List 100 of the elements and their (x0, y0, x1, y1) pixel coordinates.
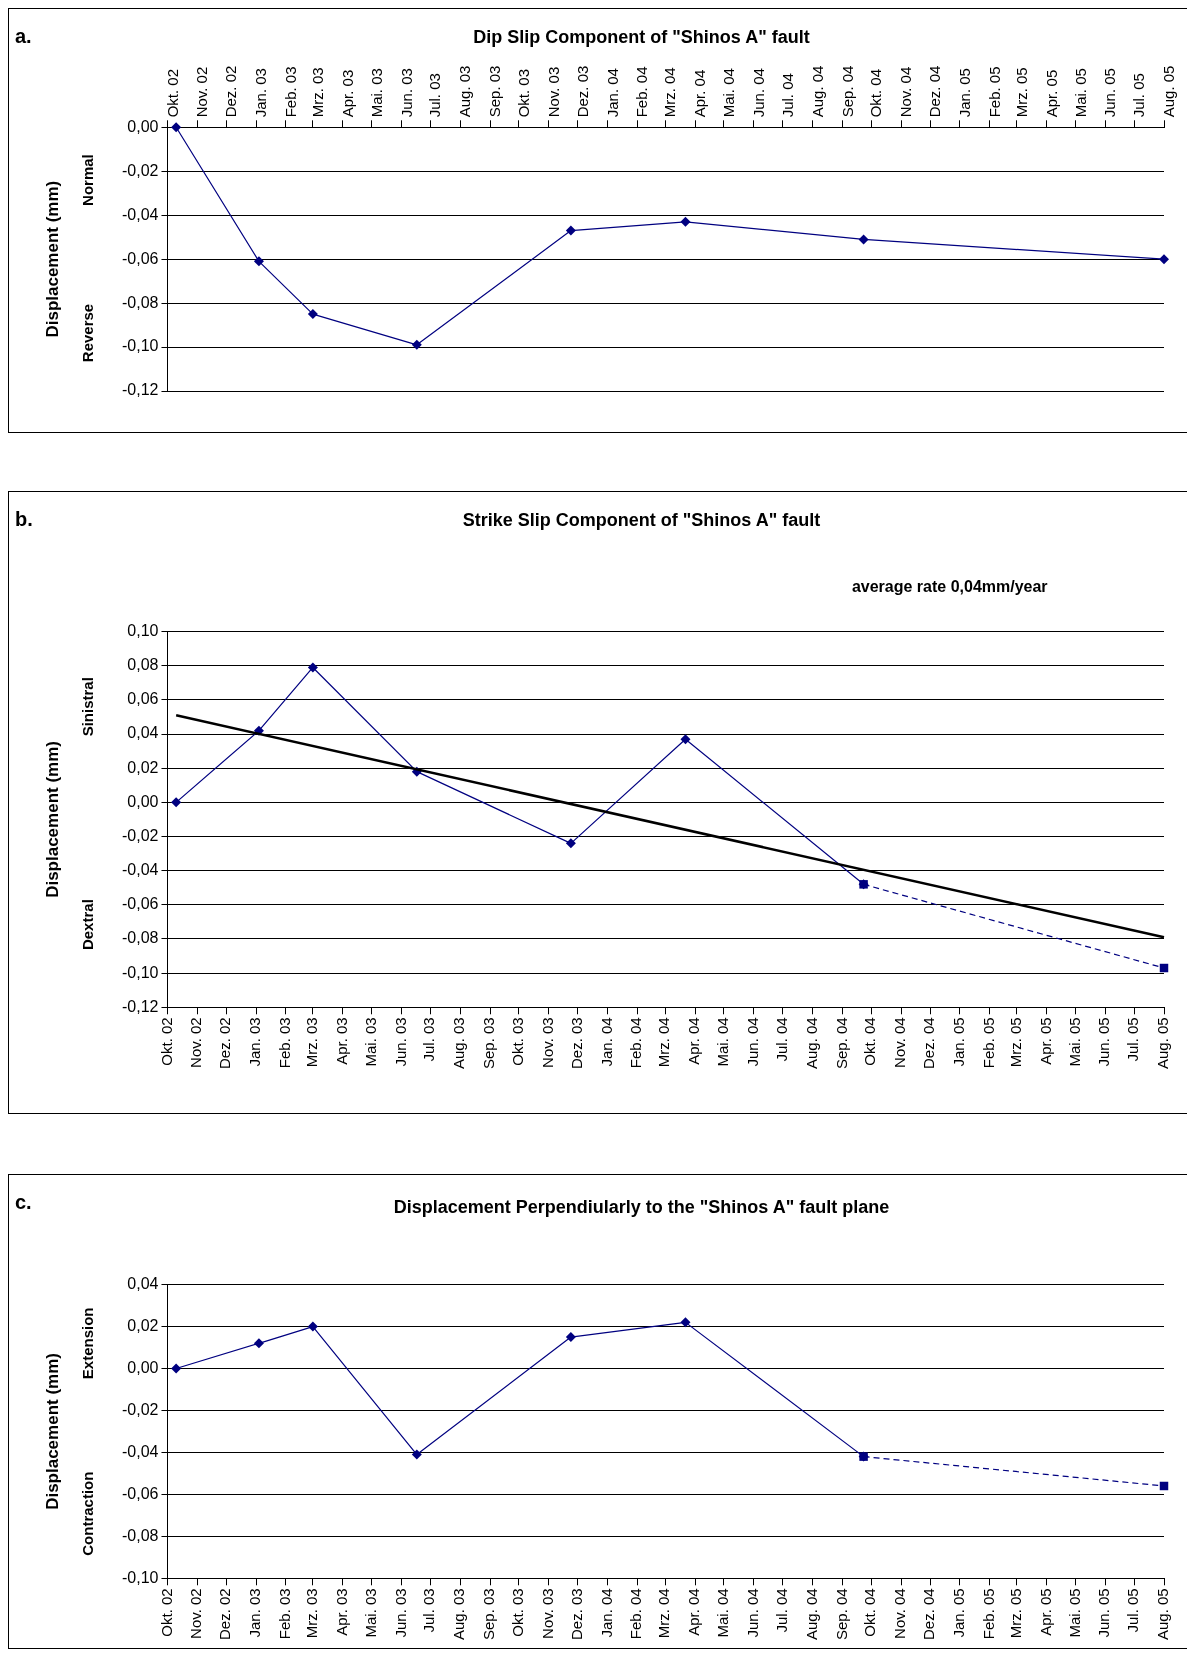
x-tick-label: Nov. 02 (193, 66, 211, 118)
text: Reverse (79, 303, 97, 363)
x-tick-label: Mrz. 03 (303, 1017, 320, 1068)
point (680, 734, 691, 745)
point (253, 256, 264, 267)
y-tick-label: -0,06 (122, 895, 159, 913)
x-tick-label: Jun. 03 (391, 1588, 409, 1638)
x-tick-label: Jul. 04 (772, 1017, 790, 1062)
x-tick-label: Aug. 05 (1154, 1017, 1172, 1070)
x-tick-label: Dez. 03 (567, 1017, 585, 1069)
y-tick-label: 0,04 (127, 724, 159, 742)
y-tick-label: -0,02 (122, 826, 159, 844)
x-tick-label: Dez. 04 (920, 1017, 938, 1069)
x-tick-label: Jul. 05 (1130, 73, 1148, 118)
x-tick-label: Mai. 03 (361, 1017, 379, 1067)
y-tick-label: -0,08 (122, 293, 159, 311)
y-tick-label: 0,00 (127, 1358, 159, 1376)
x-tick-label: Okt. 03 (515, 68, 533, 118)
y-tick-label: -0,10 (122, 963, 159, 981)
x-tick-label: Jun. 04 (749, 68, 767, 118)
x-tick-label: Mai. 03 (361, 1588, 379, 1638)
x-tick-label: Jun. 05 (1095, 1017, 1113, 1067)
x-tick-label: Apr. 04 (685, 1588, 703, 1636)
x-tick-label: Jun. 05 (1095, 1588, 1113, 1638)
text: Contraction (79, 1471, 97, 1556)
y-tick-label: -0,04 (122, 205, 159, 223)
text: average rate 0,04mm/year (851, 578, 1048, 596)
y-tick-label: -0,10 (122, 337, 159, 355)
x-tick-label: Feb. 05 (985, 66, 1003, 118)
chart-title: Dip Slip Component of "Shinos A" fault (473, 26, 810, 47)
text: a. (15, 24, 32, 47)
y-tick-label: 0,08 (127, 656, 159, 674)
y-tick-label: -0,08 (122, 1526, 159, 1544)
x-tick-label: Jul. 03 (420, 1588, 438, 1633)
x-tick-label: Sep. 04 (832, 1017, 850, 1070)
x-tick-label: Mai. 04 (714, 1588, 732, 1638)
x-tick-label: Aug. 04 (802, 1017, 820, 1070)
x-tick-label: Feb. 04 (633, 66, 651, 118)
y-tick-label: 0,00 (127, 117, 159, 135)
x-tick-label: Jun. 03 (397, 68, 415, 118)
point (253, 1338, 264, 1349)
x-tick-label: Aug. 05 (1154, 1588, 1172, 1641)
text: Normal (79, 154, 97, 206)
y-axis-title: Displacement (mm) (42, 741, 62, 898)
y-tick-label: 0,00 (127, 792, 159, 810)
text: Extension (79, 1307, 97, 1380)
x-tick-label: Mrz. 04 (655, 1588, 673, 1639)
x-tick-label: Okt. 02 (157, 1017, 175, 1066)
x-tick-label: Nov. 03 (544, 66, 562, 118)
x-tick-label: Jan. 03 (252, 68, 270, 118)
y-tick-label: -0,12 (122, 997, 159, 1015)
x-tick-label: Apr. 05 (1036, 1017, 1054, 1065)
y-tick-label: 0,10 (127, 622, 159, 640)
point (307, 309, 318, 320)
x-tick-label: Sep. 03 (480, 1588, 498, 1641)
x-tick-label: Nov. 03 (538, 1588, 556, 1639)
point (171, 122, 182, 133)
x-tick-label: Apr. 03 (332, 1588, 350, 1636)
x-tick-label: Okt. 03 (509, 1017, 527, 1066)
x-tick-label: Sep. 04 (838, 65, 856, 118)
point (307, 662, 318, 673)
x-tick-label: Mrz. 04 (661, 67, 679, 118)
x-tick-label: Jan. 03 (246, 1588, 264, 1638)
x-tick-label: Sep. 03 (486, 65, 504, 118)
x-tick-label: Nov. 04 (891, 1017, 909, 1068)
x-tick-label: Dez. 02 (216, 1588, 234, 1640)
x-tick-label: Jun. 03 (391, 1017, 409, 1067)
x-tick-label: Okt. 02 (157, 1588, 175, 1637)
x-tick-label: Mai. 04 (714, 1017, 732, 1067)
x-tick-label: Dez. 02 (222, 65, 240, 118)
x-tick-label: Mrz. 05 (1012, 67, 1030, 118)
y-axis-title: Displacement (mm) (42, 1353, 62, 1510)
x-tick-label: Dez. 03 (573, 65, 591, 118)
x-tick-label: Jul. 04 (772, 1588, 790, 1633)
chart-title: Displacement Perpendiularly to the "Shinos A" fault plane (393, 1196, 890, 1217)
x-tick-label: Mai. 03 (367, 68, 385, 118)
y-tick-label: 0,02 (127, 758, 159, 776)
x-tick-label: Aug. 03 (456, 65, 474, 118)
x-tick-label: Dez. 02 (216, 1017, 234, 1069)
point (680, 216, 691, 227)
x-tick-label: Jul. 05 (1124, 1017, 1142, 1062)
point (859, 880, 868, 889)
x-tick-label: Mrz. 04 (655, 1017, 673, 1068)
x-tick-label: Feb. 04 (627, 1017, 645, 1069)
x-tick-label: Jul. 04 (778, 73, 796, 118)
y-tick-label: 0,04 (127, 1275, 159, 1293)
y-tick-label: -0,06 (122, 249, 159, 267)
y-tick-label: -0,08 (122, 929, 159, 947)
x-tick-label: Nov. 04 (891, 1588, 909, 1639)
x-tick-label: Apr. 03 (338, 69, 356, 118)
x-tick-label: Mrz. 03 (303, 1588, 320, 1639)
x-tick-label: Aug. 05 (1160, 65, 1178, 118)
x-tick-label: Jun. 05 (1101, 68, 1119, 118)
x-tick-label: Apr. 04 (691, 69, 709, 118)
x-tick-label: Mai. 05 (1065, 1588, 1083, 1638)
x-tick-label: Aug. 04 (808, 65, 826, 118)
x-tick-label: Okt. 04 (867, 68, 885, 118)
text: Sinistral (79, 677, 97, 737)
y-tick-label: -0,04 (122, 1442, 159, 1460)
x-tick-label: Okt. 04 (861, 1588, 879, 1637)
